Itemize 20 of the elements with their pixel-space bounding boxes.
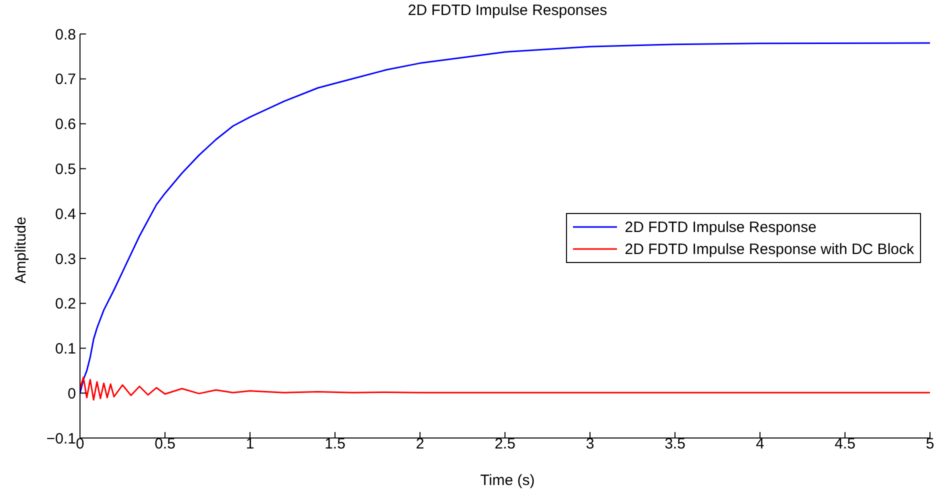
y-tick-label: −0.1 [46,430,76,448]
y-tick-label: 0.5 [55,160,76,178]
y-tick-label: 0.2 [55,296,76,313]
y-tick-label: 0.1 [55,340,76,358]
y-tick-label: 0.8 [55,26,76,44]
y-tick-label: 0.3 [55,250,76,268]
x-axis-title: Time (s) [479,472,536,489]
y-axis-title: Amplitude [12,216,30,284]
y-tick-label: 0 [68,385,76,402]
chart-title: 2D FDTD Impulse Responses [406,2,608,19]
legend-label: 2D FDTD Impulse Response with DC Block [624,240,914,258]
x-tick-label: 4 [756,436,764,453]
x-tick-label: 5 [926,436,934,453]
y-tick-label: 0.7 [55,71,76,88]
y-tick-label: 0.6 [55,116,76,134]
x-tick-label: 1 [246,436,254,453]
line-series [80,376,930,401]
y-tick-label: 0.4 [55,206,76,223]
legend-label: 2D FDTD Impulse Response [624,218,816,236]
line-series [80,42,930,394]
